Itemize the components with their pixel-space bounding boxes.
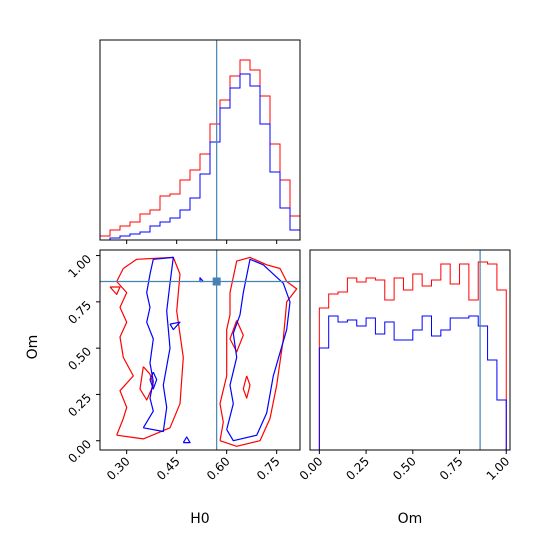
histogram-om-frame [309,249,511,451]
contour-area [109,256,298,447]
histogram-om-panel: 0.00 0.25 0.50 0.75 1.00 [297,249,513,483]
contour-series-1-level-3 [109,286,121,295]
x-axis-label-om: Om [398,511,423,527]
om-x-tick-label-2: 0.50 [390,454,419,483]
h0-x-tick-label-3: 0.75 [254,454,283,483]
contour-series-2-level-5 [182,436,191,444]
histogram-h0-series-2 [100,73,301,241]
contour-series-1-level-6 [242,375,251,399]
om-x-tick-label-4: 1.00 [484,454,513,483]
contour-frame [99,249,301,451]
contour-series-2-level-3 [169,321,181,331]
contour-h0-om-panel: 0.30 0.45 0.60 0.75 0.00 0.25 0.50 0.75 1.00 [65,249,301,483]
h0-x-tick-label-1: 0.45 [154,454,183,483]
histogram-om-series-2 [318,315,507,450]
contour-series-2-level-2 [149,371,158,390]
histogram-h0-series-1 [99,59,301,240]
om-x-tick-label-1: 0.25 [343,454,372,483]
y-axis-label-om: Om [25,335,41,360]
contour-series-2-level-1 [142,256,174,433]
om-x-tick-label-0: 0.00 [297,454,326,483]
h0-x-tick-label-2: 0.60 [204,454,233,483]
contour-series-1-level-5 [219,256,298,447]
om-y-tick-label-0: 0.00 [65,437,94,466]
om-y-tick-label-4: 1.00 [65,252,94,281]
h0-x-tick-label-0: 0.30 [104,454,133,483]
contour-series-1-level-4 [229,320,244,353]
histogram-om-series-1 [318,261,507,450]
om-x-tick-label-3: 0.75 [437,454,466,483]
om-y-tick-label-2: 0.50 [65,344,94,373]
histogram-h0-panel [99,39,301,244]
truth-point-marker [212,277,221,286]
contour-series-1-level-2 [139,366,154,401]
om-y-tick-label-1: 0.25 [65,391,94,420]
histogram-h0-frame [99,39,301,241]
x-axis-label-h0: H0 [190,511,209,527]
om-y-tick-label-3: 0.75 [65,298,94,327]
contour-series-2-level-4 [226,258,291,442]
contour-series-1-level-1 [116,256,184,440]
